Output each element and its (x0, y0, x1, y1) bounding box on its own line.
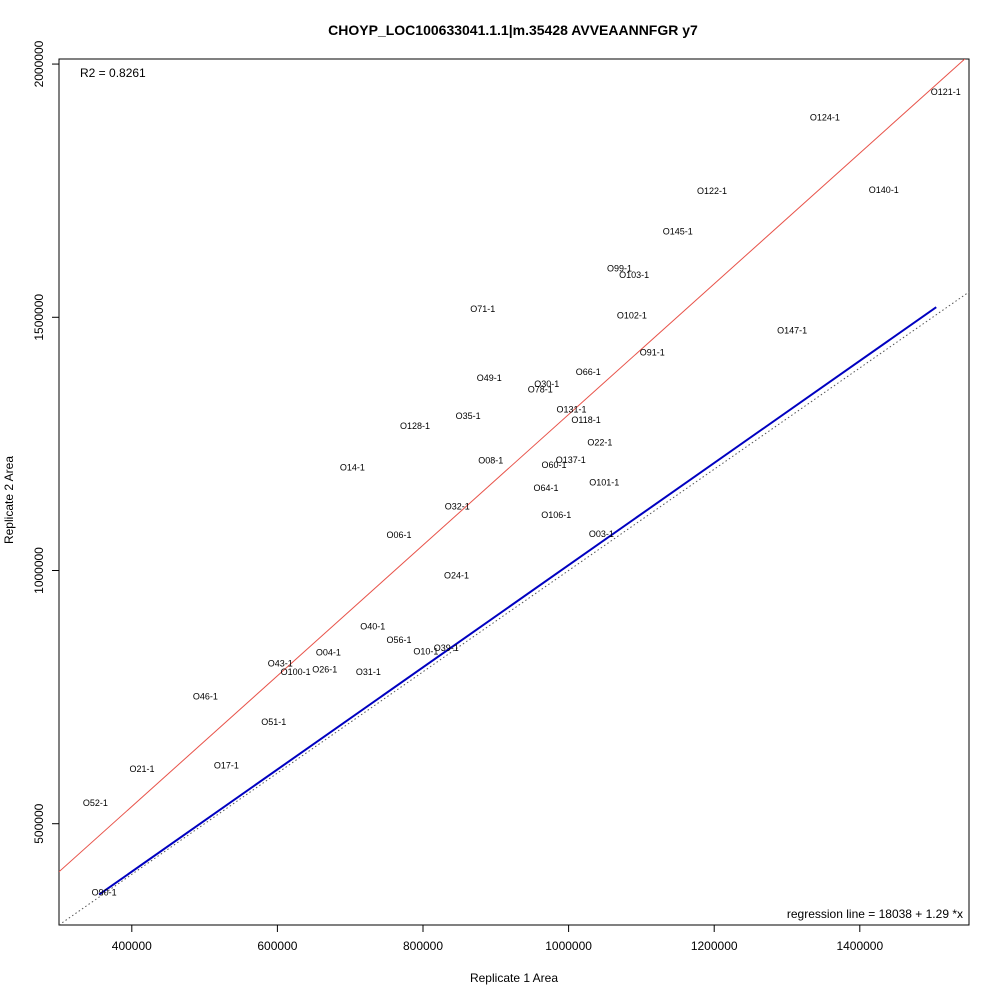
point-label: O32-1 (445, 502, 470, 512)
point-label: O10-1 (413, 647, 438, 657)
point-label: O06-1 (386, 530, 411, 540)
point-label: O24-1 (444, 571, 469, 581)
point-label: O21-1 (129, 764, 154, 774)
point-label: O30-1 (534, 379, 559, 389)
fit-line (98, 306, 937, 896)
point-label: O145-1 (663, 227, 693, 237)
point-label: O60-1 (542, 460, 567, 470)
point-label: O26-1 (312, 664, 337, 674)
r2-annotation: R2 = 0.8261 (80, 66, 146, 80)
point-label: O99-1 (607, 264, 632, 274)
y-axis-label: Replicate 2 Area (2, 456, 16, 544)
y-tick-label: 500000 (32, 803, 46, 843)
point-label: O51-1 (261, 717, 286, 727)
y-tick-label: 1000000 (32, 547, 46, 594)
point-label: O08-1 (478, 456, 503, 466)
plot-frame (58, 58, 970, 926)
point-label: O102-1 (617, 310, 647, 320)
point-label: O118-1 (571, 415, 600, 425)
point-label: O49-1 (477, 373, 502, 383)
point-label: O103-1 (619, 270, 649, 280)
x-tick-label: 400000 (112, 939, 152, 953)
point-label-layer: O121-1 O124-1 O122-1 O140-1 O145-1 O99-1O103-… (83, 87, 961, 898)
point-label: O140-1 (869, 185, 899, 195)
x-tick-label: 800000 (403, 939, 443, 953)
point-label: O31-1 (356, 667, 381, 677)
point-label: O78-1 (528, 385, 553, 395)
line-layer (59, 59, 969, 925)
point-label: O14-1 (340, 463, 365, 473)
point-label: O22-1 (587, 437, 612, 447)
y-tick-label: 2000000 (32, 40, 46, 87)
point-label: O04-1 (316, 648, 341, 658)
point-label: O100-1 (281, 667, 311, 677)
point-label: O131-1 (556, 404, 586, 414)
point-label: O03-1 (589, 529, 614, 539)
point-label: O56-1 (386, 635, 411, 645)
point-label: O64-1 (534, 483, 559, 493)
regression-line (59, 59, 966, 873)
point-label: O106-1 (541, 510, 571, 520)
chart-title: CHOYP_LOC100633041.1.1|m.35428 AVVEAANNF… (328, 22, 698, 38)
point-label: O17-1 (214, 760, 239, 770)
point-label: O90-1 (92, 888, 117, 898)
y-tick-label: 1500000 (32, 294, 46, 341)
point-label: O124-1 (810, 113, 840, 123)
x-tick-label: 1400000 (836, 939, 883, 953)
point-label: O101-1 (589, 477, 619, 487)
x-tick-label: 1200000 (691, 939, 738, 953)
x-tick-label: 600000 (257, 939, 297, 953)
point-label: O137-1 (556, 455, 586, 465)
point-label: O147-1 (777, 325, 807, 335)
regression-annotation: regression line = 18038 + 1.29 *x (787, 907, 963, 921)
x-tick-label: 1000000 (545, 939, 592, 953)
point-label: O35-1 (456, 411, 481, 421)
point-label: O66-1 (576, 367, 601, 377)
point-label: O39-1 (434, 643, 459, 653)
point-label: O91-1 (640, 348, 665, 358)
point-label: O122-1 (697, 186, 727, 196)
y-axis: 500000 1000000 1500000 2000000 (32, 40, 60, 844)
point-label: O46-1 (193, 692, 218, 702)
identity-line (59, 291, 969, 925)
x-axis-label: Replicate 1 Area (470, 971, 558, 985)
point-label: O52-1 (83, 798, 108, 808)
x-axis: 400000 600000 800000 1000000 1200000 1400000 (112, 924, 883, 953)
point-label: O43-1 (268, 659, 293, 669)
point-label: O40-1 (360, 622, 385, 632)
point-label: O71-1 (470, 304, 495, 314)
point-label: O121-1 (931, 87, 961, 97)
point-label: O128-1 (400, 421, 430, 431)
